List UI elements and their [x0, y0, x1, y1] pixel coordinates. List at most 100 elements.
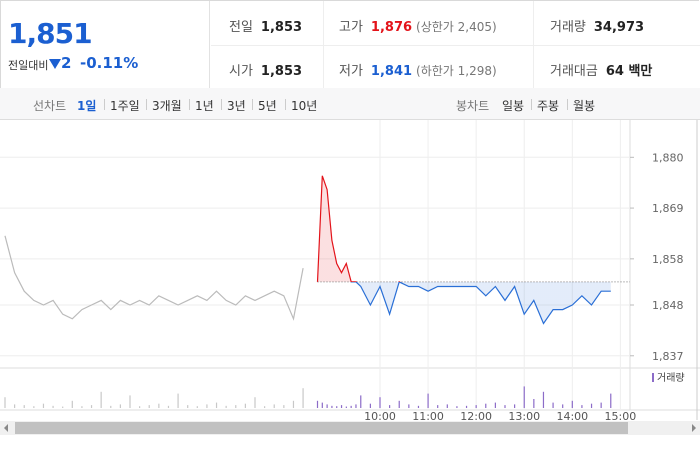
stat-label: 고가 [339, 20, 363, 35]
volume-bar [340, 405, 343, 408]
y-tick-label: 1,837 [652, 350, 684, 363]
volume-bar [187, 405, 189, 408]
volume-bar [485, 403, 487, 408]
stat-value: 1,853 [260, 64, 303, 79]
volume-bar [292, 400, 295, 408]
quote-box: 1,851 전일대비 2 -0.11% [1, 1, 210, 88]
y-tick-label: 1,858 [652, 253, 684, 266]
x-tick-label: 10:00 [364, 410, 396, 423]
volume-bar [167, 405, 170, 408]
volume-bar [398, 400, 400, 408]
stat-label: 시가 [229, 64, 253, 79]
current-price: 1,851 [8, 17, 93, 50]
tab-bar: 선차트 1일 1주일 3개월 1년 3년 5년 10년 봉차트 일봉 주봉 월봉 [0, 88, 700, 120]
legend-swatch [652, 373, 654, 382]
x-tick-label: 15:00 [605, 410, 637, 423]
volume-bar [533, 399, 535, 408]
volume-bar [14, 404, 16, 408]
tab-separator [221, 99, 222, 110]
scrollbar-thumb[interactable] [15, 422, 628, 434]
period-tab[interactable]: 1일 [77, 99, 97, 113]
volume-bar [42, 403, 45, 408]
scroll-right [692, 424, 696, 432]
tab-group-label: 봉차트 [456, 99, 490, 113]
volume-bar [62, 406, 64, 408]
stat-value: 64 백만 [605, 64, 653, 79]
volume-bar [215, 402, 218, 408]
volume-bar [33, 406, 35, 408]
stat-label: 거래대금 [550, 64, 598, 79]
volume-bar [504, 405, 506, 408]
period-tab[interactable]: 1년 [195, 99, 214, 113]
volume-bar [158, 403, 160, 408]
divider [323, 1, 324, 88]
legend-label: 거래량 [657, 372, 685, 384]
tab-separator [189, 99, 190, 110]
volume-bar [90, 405, 93, 408]
stat: 저가 1,841 (하한가 1,298) [339, 60, 497, 79]
volume-bar [264, 406, 266, 408]
y-tick-label: 1,869 [652, 202, 684, 215]
volume-bar [326, 404, 328, 408]
volume-bar [254, 397, 256, 408]
volume-bar [610, 393, 612, 408]
volume-bar [542, 391, 545, 408]
volume-bar [23, 405, 25, 408]
quote-header: 1,851 전일대비 2 -0.11% 전일 1,853 고가 1,876 (상한가 … [0, 0, 700, 89]
volume-bar [465, 405, 468, 408]
stat-label: 저가 [339, 64, 363, 79]
volume-bar [336, 406, 338, 408]
volume-bar [475, 405, 477, 408]
y-tick-label: 1,848 [652, 299, 684, 312]
volume-bar [581, 405, 583, 408]
volume-bar [437, 405, 439, 408]
volume-bar [494, 402, 496, 408]
candle-tab[interactable]: 월봉 [573, 99, 596, 113]
period-tab[interactable]: 5년 [258, 99, 277, 113]
volume-bar [417, 405, 420, 408]
period-tab[interactable]: 3년 [227, 99, 246, 113]
volume-bar [360, 395, 362, 408]
candle-tab[interactable]: 일봉 [502, 99, 525, 113]
volume-bar [273, 404, 275, 408]
volume-bar [345, 406, 347, 408]
volume-bar [119, 404, 121, 408]
volume-bar [523, 386, 525, 408]
tab-separator [252, 99, 253, 110]
volume-bar [139, 406, 141, 408]
stat: 거래량 34,973 [550, 16, 644, 35]
period-tab[interactable]: 1주일 [110, 99, 140, 113]
x-tick-label: 12:00 [460, 410, 492, 423]
volume-bar [177, 393, 179, 408]
stat-value: 1,853 [260, 20, 303, 35]
volume-bar [427, 393, 429, 408]
divider [211, 45, 700, 46]
price-line [4, 235, 304, 321]
volume-bar [379, 397, 381, 408]
volume-bar [4, 397, 6, 408]
change-label: 전일대비 [8, 59, 49, 72]
volume-bar [369, 403, 371, 408]
period-tab[interactable]: 10년 [291, 99, 318, 113]
stat: 시가 1,853 [229, 60, 302, 79]
footer [0, 435, 700, 450]
scroll-left [4, 424, 8, 432]
stat: 고가 1,876 (상한가 2,405) [339, 16, 497, 35]
period-tab[interactable]: 3개월 [152, 99, 182, 113]
volume-bar [316, 400, 319, 408]
tab-separator [567, 99, 568, 110]
stat-label: 거래량 [550, 20, 586, 35]
volume-bar [446, 404, 448, 408]
volume-bar [206, 404, 208, 408]
candle-tab[interactable]: 주봉 [537, 99, 560, 113]
stat-value: 1,876 [370, 20, 413, 35]
volume-bar [355, 404, 357, 408]
tab-separator [531, 99, 532, 110]
change: 2 [61, 54, 72, 72]
volume-bar [590, 403, 593, 408]
volume-bar [350, 405, 352, 408]
x-tick-label: 14:00 [556, 410, 588, 423]
plot-bg [0, 120, 630, 410]
